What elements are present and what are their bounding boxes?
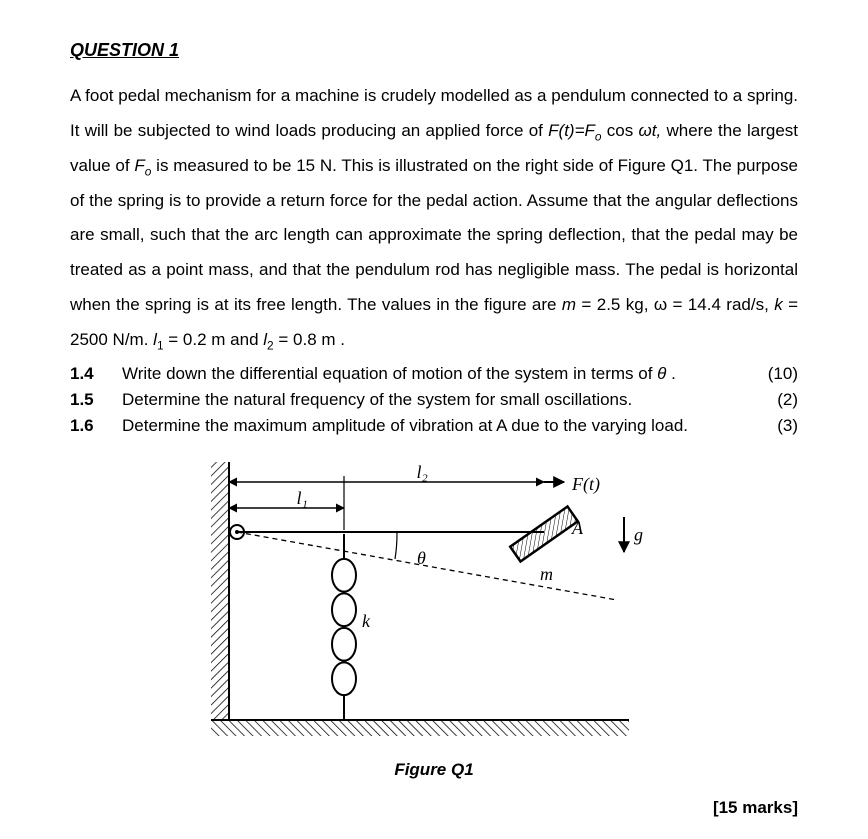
label-k: k [362,611,371,631]
subquestions-list: 1.4Write down the differential equation … [70,364,798,436]
question-heading: QUESTION 1 [70,40,798,61]
label-l1: l₁ [297,488,308,508]
label-theta: θ [417,548,426,568]
label-l2: l₂ [417,462,428,482]
label-force: F(t) [571,474,600,495]
page-root: QUESTION 1 A foot pedal mechanism for a … [0,0,868,838]
subquestion-marks: (3) [748,416,798,436]
label-gravity: g [634,524,643,544]
figure-q1: l₂ l₁ θ k Am F(t) g [70,462,798,742]
subquestion-number: 1.6 [70,416,122,436]
theta-arc [395,532,397,559]
wall-hatching [211,462,229,720]
subquestion-text: Write down the differential equation of … [122,364,748,384]
label-A: A [571,518,584,538]
ground-hatching [211,720,629,736]
subquestion-text: Determine the maximum amplitude of vibra… [122,416,748,436]
subquestion-number: 1.4 [70,364,122,384]
subquestion-number: 1.5 [70,390,122,410]
total-marks: [15 marks] [70,798,798,818]
pedal-mass [510,506,578,561]
question-paragraph: A foot pedal mechanism for a machine is … [70,79,798,358]
figure-caption: Figure Q1 [70,760,798,780]
subquestion-marks: (2) [748,390,798,410]
subquestion-marks: (10) [748,364,798,384]
deflected-rod-dashed [237,532,617,600]
subquestion-row: 1.4Write down the differential equation … [70,364,798,384]
subquestion-text: Determine the natural frequency of the s… [122,390,748,410]
subquestion-row: 1.5Determine the natural frequency of th… [70,390,798,410]
subquestion-row: 1.6Determine the maximum amplitude of vi… [70,416,798,436]
label-m: m [540,564,553,584]
